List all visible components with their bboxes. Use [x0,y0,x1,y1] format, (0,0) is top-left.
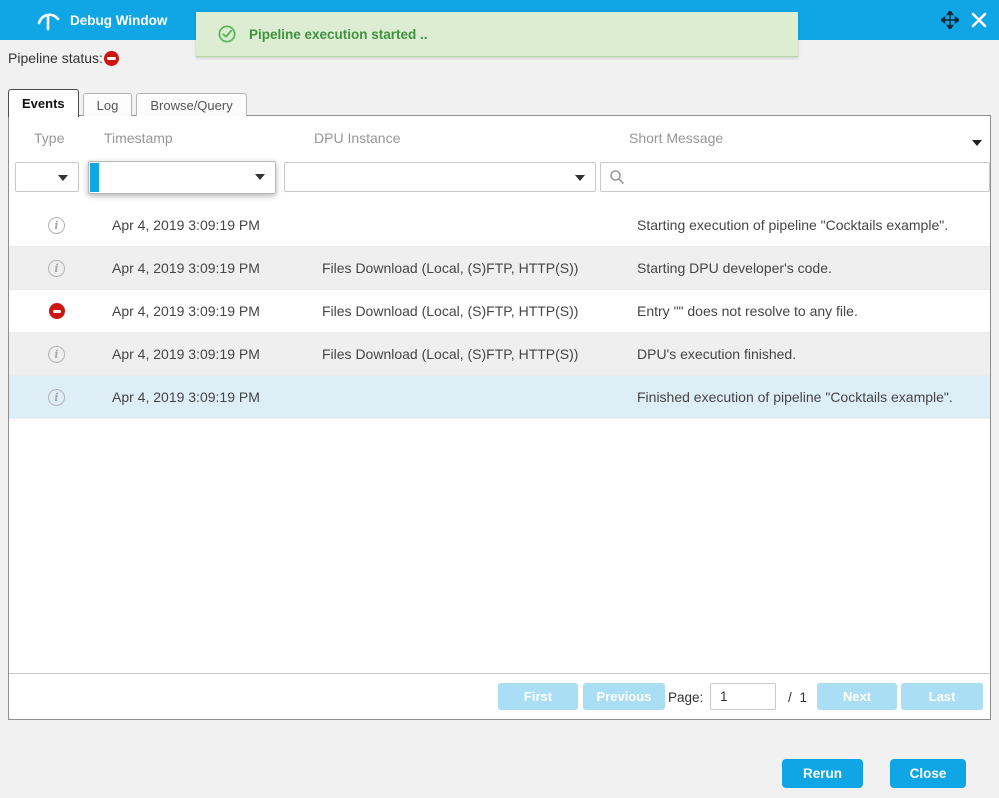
table-header: Type Timestamp DPU Instance Short Messag… [9,116,990,161]
row-short-message: Starting DPU developer's code. [637,260,832,276]
close-icon[interactable] [971,12,987,28]
row-short-message: Finished execution of pipeline "Cocktail… [637,389,953,405]
pipeline-status: Pipeline status: [8,50,119,66]
table-row[interactable]: i Apr 4, 2019 3:09:19 PM Files Download … [9,333,990,376]
row-timestamp: Apr 4, 2019 3:09:19 PM [112,260,260,276]
info-icon: i [48,259,65,277]
page-number-input[interactable] [710,683,776,710]
table-row[interactable]: i Apr 4, 2019 3:09:19 PM Finished execut… [9,376,990,419]
info-icon: i [48,345,65,363]
success-check-icon [218,25,236,43]
table-row[interactable]: i Apr 4, 2019 3:09:19 PM Files Download … [9,247,990,290]
column-selector-icon[interactable] [972,140,982,146]
row-timestamp: Apr 4, 2019 3:09:19 PM [112,346,260,362]
move-window-icon[interactable] [941,11,959,29]
app-logo-icon [37,13,60,31]
next-page-button[interactable]: Next [817,683,897,710]
row-dpu-instance: Files Download (Local, (S)FTP, HTTP(S)) [322,303,579,319]
last-page-button[interactable]: Last [901,683,983,710]
dpu-filter-dropdown[interactable] [284,162,596,192]
page-label: Page: [668,690,704,705]
type-filter-dropdown[interactable] [15,162,79,192]
info-icon: i [48,216,65,234]
column-header-timestamp: Timestamp [104,130,173,146]
row-dpu-instance: Files Download (Local, (S)FTP, HTTP(S)) [322,260,579,276]
tab-log[interactable]: Log [82,93,133,116]
column-header-dpu-instance: DPU Instance [314,130,401,146]
timestamp-filter-dropdown[interactable] [88,161,276,194]
rerun-button[interactable]: Rerun [782,759,863,788]
previous-page-button[interactable]: Previous [583,683,665,710]
pipeline-status-label: Pipeline status: [8,50,103,66]
tab-bar: Events Log Browse/Query [8,88,251,117]
toast-message: Pipeline execution started .. [249,26,428,42]
error-icon [48,303,65,319]
close-button[interactable]: Close [890,759,966,788]
row-short-message: Starting execution of pipeline "Cocktail… [637,217,949,233]
info-icon: i [48,388,65,406]
pagination-bar: First Previous Page: / 1 Next Last [9,673,990,719]
table-body: i Apr 4, 2019 3:09:19 PM Starting execut… [9,204,990,419]
pipeline-status-error-icon [103,50,119,66]
table-row[interactable]: Apr 4, 2019 3:09:19 PM Files Download (L… [9,290,990,333]
row-dpu-instance: Files Download (Local, (S)FTP, HTTP(S)) [322,346,579,362]
tab-events[interactable]: Events [8,89,79,117]
window-title: Debug Window [70,12,168,28]
row-timestamp: Apr 4, 2019 3:09:19 PM [112,217,260,233]
table-empty-area [9,419,990,673]
message-search-input[interactable] [600,162,990,192]
search-icon [610,170,624,184]
column-header-short-message: Short Message [629,130,724,146]
toast-notification[interactable]: Pipeline execution started .. [196,12,798,57]
page-total: / 1 [788,690,810,705]
column-header-type: Type [34,130,65,146]
row-timestamp: Apr 4, 2019 3:09:19 PM [112,303,260,319]
first-page-button[interactable]: First [498,683,578,710]
row-short-message: DPU's execution finished. [637,346,797,362]
tab-browse-query[interactable]: Browse/Query [136,93,247,116]
filter-row [9,161,990,204]
events-table: Type Timestamp DPU Instance Short Messag… [8,115,991,720]
row-timestamp: Apr 4, 2019 3:09:19 PM [112,389,260,405]
row-short-message: Entry "" does not resolve to any file. [637,303,858,319]
table-row[interactable]: i Apr 4, 2019 3:09:19 PM Starting execut… [9,204,990,247]
